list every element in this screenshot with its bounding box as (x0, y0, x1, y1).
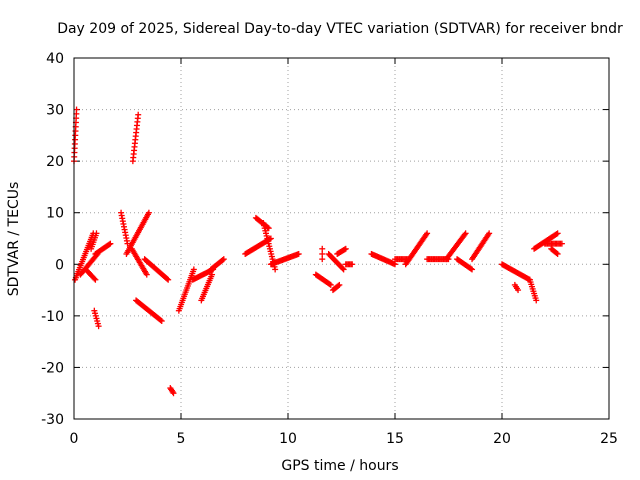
data-point (190, 266, 197, 273)
data-point (319, 250, 326, 257)
data-point (335, 282, 342, 289)
y-tick-label: -30 (41, 412, 64, 428)
x-tick-label: 0 (70, 431, 79, 447)
data-point (135, 111, 142, 118)
data-point (106, 241, 113, 248)
data-marks (71, 106, 565, 397)
y-tick-label: 40 (46, 51, 64, 67)
data-point (339, 265, 346, 272)
grid (74, 58, 609, 419)
data-point (91, 275, 98, 282)
data-point (158, 318, 165, 325)
data-point (486, 230, 493, 237)
data-point (73, 106, 80, 113)
y-tick-label: -10 (41, 309, 64, 325)
data-point (143, 271, 150, 278)
data-point (264, 224, 271, 231)
x-tick-label: 15 (386, 431, 404, 447)
y-tick-label: 20 (46, 154, 64, 170)
data-point (349, 261, 356, 268)
y-tick-label: 30 (46, 103, 64, 119)
data-point (423, 231, 430, 238)
plot-frame (73, 57, 610, 420)
data-point (462, 230, 469, 237)
data-point (558, 240, 565, 247)
data-point (469, 266, 476, 273)
data-point (342, 245, 349, 252)
data-point (336, 281, 343, 288)
data-point (326, 281, 333, 288)
data-point (461, 231, 468, 238)
data-point (92, 276, 99, 283)
data-point (165, 276, 172, 283)
data-point (219, 256, 226, 263)
data-point (340, 266, 347, 273)
data-point (169, 388, 176, 395)
x-axis-label: GPS time / hours (281, 458, 398, 474)
data-point (554, 250, 561, 257)
x-tick-label: 25 (600, 431, 618, 447)
y-tick-label: 10 (46, 206, 64, 222)
data-point (93, 230, 100, 237)
data-point (157, 317, 164, 324)
data-point (533, 297, 540, 304)
x-tick-label: 5 (177, 431, 186, 447)
data-point (295, 250, 302, 257)
data-point (272, 266, 279, 273)
data-point (327, 281, 334, 288)
y-axis-label: SDTVAR / TECUs (6, 182, 22, 297)
y-tick-label: -20 (41, 360, 64, 376)
data-point (553, 250, 560, 257)
x-tick-label: 20 (493, 431, 511, 447)
data-point (319, 245, 326, 252)
data-point (515, 287, 522, 294)
axis-ticks: 0 5 10 15 20 25 -30 -20 -10 0 10 20 30 40 (41, 51, 618, 447)
data-point (170, 390, 177, 397)
data-point (107, 240, 114, 247)
y-tick-label: 0 (55, 257, 64, 273)
data-point (554, 230, 561, 237)
data-point (392, 261, 398, 268)
x-tick-label: 10 (279, 431, 297, 447)
chart-title: Day 209 of 2025, Sidereal Day-to-day VTE… (57, 21, 623, 37)
data-point (553, 231, 560, 238)
data-point (145, 209, 152, 216)
data-point (95, 323, 102, 330)
data-point (164, 275, 171, 282)
data-point (220, 256, 227, 263)
data-point (209, 271, 216, 278)
data-point (467, 265, 474, 272)
data-point (319, 256, 326, 263)
data-point (424, 230, 431, 237)
